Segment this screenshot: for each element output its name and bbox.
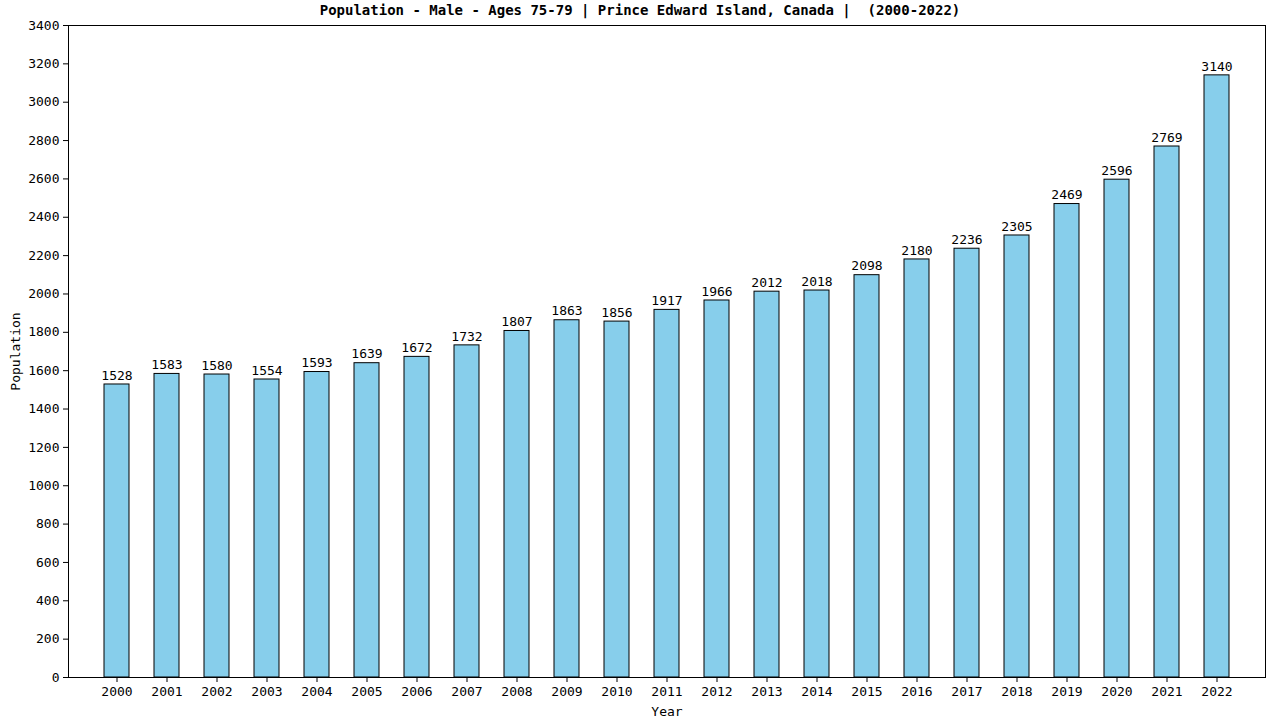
svg-text:3140: 3140 — [1201, 59, 1232, 74]
svg-text:Year: Year — [651, 704, 682, 719]
svg-text:1400: 1400 — [28, 401, 59, 416]
svg-text:2012: 2012 — [701, 684, 732, 699]
svg-text:2003: 2003 — [251, 684, 282, 699]
svg-text:2021: 2021 — [1151, 684, 1182, 699]
svg-text:3400: 3400 — [28, 20, 59, 33]
svg-text:1732: 1732 — [451, 329, 482, 344]
svg-text:2007: 2007 — [451, 684, 482, 699]
svg-text:2000: 2000 — [28, 286, 59, 301]
svg-text:2400: 2400 — [28, 209, 59, 224]
svg-text:1917: 1917 — [651, 293, 682, 308]
svg-text:2011: 2011 — [651, 684, 682, 699]
svg-text:1593: 1593 — [301, 355, 332, 370]
svg-text:200: 200 — [36, 631, 59, 646]
svg-text:1554: 1554 — [251, 363, 282, 378]
svg-text:2018: 2018 — [1001, 684, 1032, 699]
svg-text:1672: 1672 — [401, 340, 432, 355]
svg-text:2001: 2001 — [151, 684, 182, 699]
svg-text:2098: 2098 — [851, 258, 882, 273]
svg-text:1580: 1580 — [201, 358, 232, 373]
svg-text:2596: 2596 — [1101, 163, 1132, 178]
svg-text:2180: 2180 — [901, 243, 932, 258]
svg-text:3000: 3000 — [28, 94, 59, 109]
svg-text:0: 0 — [52, 670, 60, 685]
svg-text:1639: 1639 — [351, 346, 382, 361]
svg-text:2236: 2236 — [951, 232, 982, 247]
svg-text:1528: 1528 — [101, 368, 132, 383]
svg-text:2000: 2000 — [101, 684, 132, 699]
svg-text:2022: 2022 — [1201, 684, 1232, 699]
svg-text:2006: 2006 — [401, 684, 432, 699]
svg-text:1583: 1583 — [151, 357, 182, 372]
svg-text:2305: 2305 — [1001, 219, 1032, 234]
svg-text:600: 600 — [36, 555, 59, 570]
svg-text:3200: 3200 — [28, 56, 59, 71]
html-text:Population - Male - Ages 75-79: Population - Male - Ages 75-79 | Prince … — [319, 2, 961, 18]
svg-text:2017: 2017 — [951, 684, 982, 699]
svg-text:2005: 2005 — [351, 684, 382, 699]
svg-text:2014: 2014 — [801, 684, 832, 699]
svg-text:1800: 1800 — [28, 324, 59, 339]
svg-text:2469: 2469 — [1051, 187, 1082, 202]
svg-text:2200: 2200 — [28, 248, 59, 263]
svg-text:1966: 1966 — [701, 284, 732, 299]
svg-text:800: 800 — [36, 516, 59, 531]
svg-text:2009: 2009 — [551, 684, 582, 699]
svg-text:2018: 2018 — [801, 274, 832, 289]
svg-text:2012: 2012 — [751, 275, 782, 290]
svg-text:2800: 2800 — [28, 133, 59, 148]
svg-text:2020: 2020 — [1101, 684, 1132, 699]
svg-text:Population: Population — [8, 312, 23, 390]
svg-text:1863: 1863 — [551, 303, 582, 318]
svg-text:2600: 2600 — [28, 171, 59, 186]
svg-text:2013: 2013 — [751, 684, 782, 699]
svg-text:2010: 2010 — [601, 684, 632, 699]
svg-text:2008: 2008 — [501, 684, 532, 699]
svg-text:2002: 2002 — [201, 684, 232, 699]
svg-text:1856: 1856 — [601, 305, 632, 320]
svg-text:2004: 2004 — [301, 684, 332, 699]
svg-text:400: 400 — [36, 593, 59, 608]
svg-text:1807: 1807 — [501, 314, 532, 329]
svg-text:2016: 2016 — [901, 684, 932, 699]
svg-text:1600: 1600 — [28, 363, 59, 378]
svg-text:1000: 1000 — [28, 478, 59, 493]
svg-text:2019: 2019 — [1051, 684, 1082, 699]
svg-text:2015: 2015 — [851, 684, 882, 699]
svg-text:2769: 2769 — [1151, 130, 1182, 145]
svg-text:1200: 1200 — [28, 440, 59, 455]
